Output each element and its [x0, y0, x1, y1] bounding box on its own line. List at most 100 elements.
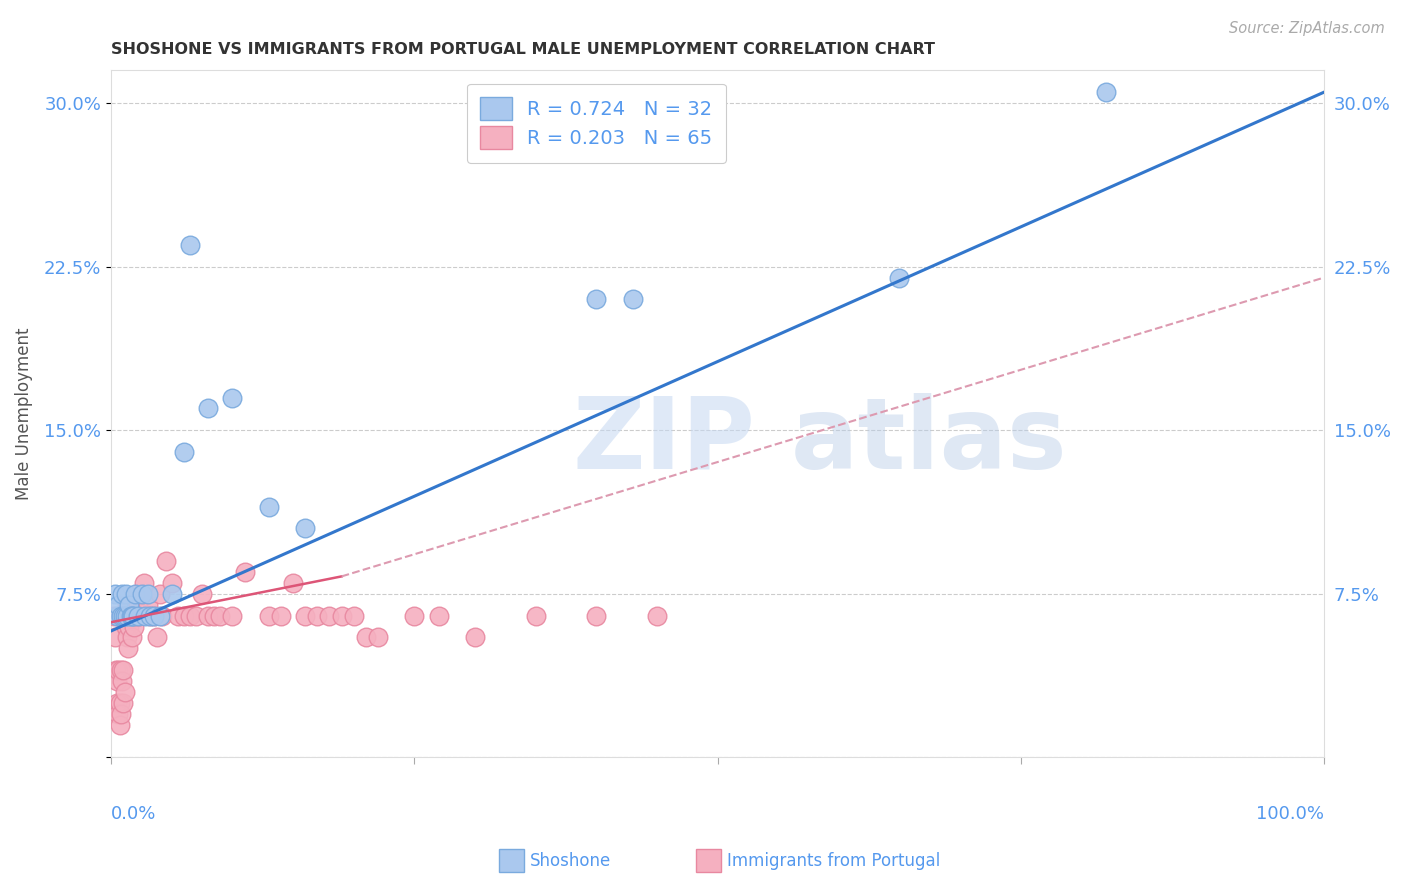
- Text: Source: ZipAtlas.com: Source: ZipAtlas.com: [1229, 21, 1385, 37]
- Point: [307, 608, 329, 623]
- Point: [645, 608, 668, 623]
- Point: [132, 576, 155, 591]
- Point: [221, 391, 243, 405]
- Text: SHOSHONE VS IMMIGRANTS FROM PORTUGAL MALE UNEMPLOYMENT CORRELATION CHART: SHOSHONE VS IMMIGRANTS FROM PORTUGAL MAL…: [111, 42, 935, 57]
- Point: [281, 576, 304, 591]
- Point: [270, 608, 292, 623]
- Point: [124, 608, 146, 623]
- Point: [139, 608, 162, 623]
- Point: [117, 641, 139, 656]
- Point: [142, 608, 165, 623]
- Point: [191, 587, 214, 601]
- Point: [114, 587, 136, 601]
- Point: [114, 685, 136, 699]
- Point: [134, 608, 156, 623]
- Point: [173, 608, 195, 623]
- Point: [111, 587, 134, 601]
- Point: [107, 706, 129, 721]
- Point: [122, 608, 145, 623]
- Point: [104, 631, 127, 645]
- Point: [427, 608, 450, 623]
- Point: [167, 608, 190, 623]
- Point: [209, 608, 232, 623]
- Point: [131, 587, 153, 601]
- Point: [128, 608, 150, 623]
- Point: [149, 587, 172, 601]
- Point: [889, 270, 911, 285]
- Point: [127, 608, 149, 623]
- Point: [197, 401, 219, 416]
- Point: [294, 608, 316, 623]
- Point: [136, 587, 159, 601]
- Point: [179, 608, 201, 623]
- Point: [197, 608, 219, 623]
- Point: [118, 608, 141, 623]
- Point: [184, 608, 207, 623]
- Point: [1094, 85, 1116, 99]
- Point: [121, 631, 143, 645]
- Text: atlas: atlas: [790, 392, 1067, 490]
- Point: [127, 598, 149, 612]
- Point: [160, 576, 183, 591]
- Point: [318, 608, 340, 623]
- Point: [103, 608, 125, 623]
- Point: [120, 608, 142, 623]
- Point: [464, 631, 486, 645]
- Point: [142, 608, 165, 623]
- Point: [105, 696, 128, 710]
- Point: [150, 608, 173, 623]
- Point: [585, 608, 607, 623]
- Point: [221, 608, 243, 623]
- Point: [107, 663, 129, 677]
- Point: [105, 674, 128, 689]
- Point: [105, 663, 128, 677]
- Point: [108, 717, 131, 731]
- Point: [112, 696, 135, 710]
- Point: [118, 619, 141, 633]
- Point: [202, 608, 225, 623]
- Legend: R = 0.724   N = 32, R = 0.203   N = 65: R = 0.724 N = 32, R = 0.203 N = 65: [467, 84, 725, 162]
- Point: [122, 608, 145, 623]
- Point: [107, 598, 129, 612]
- Point: [160, 587, 183, 601]
- Point: [120, 598, 142, 612]
- Text: Shoshone: Shoshone: [530, 852, 612, 870]
- Point: [294, 521, 316, 535]
- Point: [115, 631, 138, 645]
- Point: [149, 608, 172, 623]
- Point: [110, 663, 132, 677]
- Point: [146, 631, 169, 645]
- Point: [585, 293, 607, 307]
- Point: [136, 598, 159, 612]
- Point: [139, 608, 162, 623]
- Point: [173, 445, 195, 459]
- Text: 0.0%: 0.0%: [111, 805, 156, 823]
- Point: [110, 608, 132, 623]
- Point: [179, 238, 201, 252]
- Y-axis label: Male Unemployment: Male Unemployment: [15, 327, 32, 500]
- Point: [621, 293, 644, 307]
- Point: [404, 608, 426, 623]
- Point: [124, 587, 146, 601]
- Point: [115, 608, 138, 623]
- Text: ZIP: ZIP: [572, 392, 755, 490]
- Point: [118, 598, 141, 612]
- Point: [108, 696, 131, 710]
- Point: [367, 631, 389, 645]
- Point: [257, 500, 280, 514]
- Point: [111, 674, 134, 689]
- Point: [115, 598, 138, 612]
- Point: [112, 663, 135, 677]
- Point: [257, 608, 280, 623]
- Point: [114, 608, 136, 623]
- Point: [122, 619, 145, 633]
- Point: [131, 587, 153, 601]
- Point: [125, 587, 148, 601]
- Point: [114, 619, 136, 633]
- Point: [354, 631, 377, 645]
- Point: [330, 608, 353, 623]
- Point: [233, 565, 256, 579]
- Point: [524, 608, 547, 623]
- Point: [155, 554, 177, 568]
- Text: 100.0%: 100.0%: [1256, 805, 1324, 823]
